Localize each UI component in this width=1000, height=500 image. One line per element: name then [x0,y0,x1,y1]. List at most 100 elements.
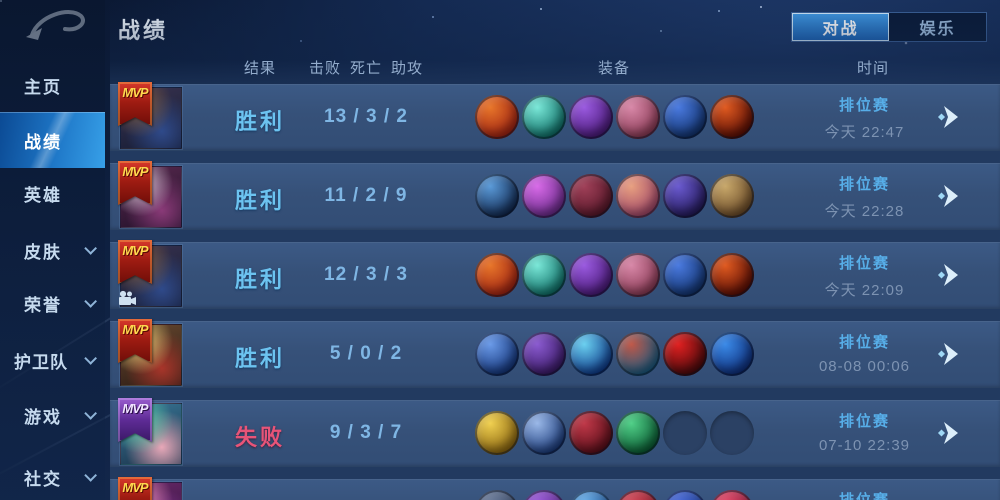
header-equipment: 装备 [597,60,630,77]
match-mode: 排位赛 [838,255,890,272]
match-row[interactable]: MVP 胜利 13 / 3 / 2 排位赛 今天 22:47 [110,82,1000,151]
match-row[interactable]: MVP 胜利 12 / 3 / 3 排位赛 今天 22:09 [110,240,1000,309]
chevron-right-icon[interactable] [935,419,963,447]
mvp-badge: MVP [115,398,155,444]
match-time: 今天 22:28 [824,203,905,220]
mvp-badge-label: MVP [122,85,148,100]
match-row[interactable]: MVP 排位赛 [110,477,1000,500]
equipment-items [475,253,754,297]
mvp-badge: MVP [115,319,155,365]
item-icon [475,490,519,500]
item-icon [616,490,660,500]
match-time: 07-10 22:39 [818,437,911,454]
item-icon [569,411,613,455]
header-deaths: 死亡 [349,60,382,77]
item-icon [569,174,613,218]
video-camera-icon [117,290,137,306]
item-icon [616,411,660,455]
match-rows: MVP 胜利 13 / 3 / 2 排位赛 今天 22:47 MVP [110,82,1000,500]
item-icon [710,332,754,376]
match-time: 08-08 00:06 [818,358,911,375]
mvp-badge-label: MVP [122,322,148,337]
item-icon [569,490,613,500]
match-mode: 排位赛 [838,334,890,351]
item-icon [522,411,566,455]
item-icon [616,332,660,376]
item-icon [475,253,519,297]
equipment-items [475,332,754,376]
mvp-badge-label: MVP [122,401,148,416]
sidebar-item-label: 社交 [24,469,62,489]
mvp-badge-label: MVP [122,243,148,258]
kda-value: 5 / 0 / 2 [329,343,403,364]
item-icon [616,253,660,297]
item-icon [710,253,754,297]
item-icon [710,174,754,218]
sidebar-item-heroes[interactable]: 英雄 [0,176,105,210]
sidebar-item-label: 战绩 [24,132,62,152]
sidebar-item-label: 游戏 [24,407,62,427]
item-icon [475,411,519,455]
sidebar-item-honors[interactable]: 荣誉 [0,286,105,320]
time-column: 排位赛 [782,489,947,500]
sidebar-item-label: 荣誉 [24,295,62,315]
match-result: 胜利 [234,267,285,292]
header-assists: 助攻 [391,60,424,77]
chevron-down-icon [84,294,97,308]
sidebar-item-label: 护卫队 [14,352,68,372]
time-column: 排位赛 08-08 00:06 [782,331,947,375]
mvp-badge: MVP [115,240,155,286]
kda-value: 12 / 3 / 3 [324,264,408,285]
sidebar-item-social[interactable]: 社交 [0,460,105,494]
mvp-badge-label: MVP [122,164,148,179]
match-mode: 排位赛 [782,489,947,500]
match-row[interactable]: MVP 失败 9 / 3 / 7 排位赛 07-10 22:39 [110,398,1000,467]
equipment-items [475,174,754,218]
item-icon [663,490,707,500]
match-time: 今天 22:47 [824,124,905,141]
match-result: 失败 [234,425,285,450]
header-kills: 击败 [308,60,341,77]
sidebar-item-games[interactable]: 游戏 [0,398,105,432]
chevron-right-icon[interactable] [935,261,963,289]
kda-value: 11 / 2 / 9 [324,185,408,206]
match-time: 今天 22:09 [824,282,905,299]
item-icon [616,174,660,218]
chevron-right-icon[interactable] [935,103,963,131]
match-row[interactable]: MVP 胜利 11 / 2 / 9 排位赛 今天 22:28 [110,161,1000,230]
sidebar-item-label: 主页 [24,77,62,97]
mvp-ribbon [118,477,152,500]
item-icon [475,174,519,218]
chevron-down-icon [84,406,97,420]
item-icon [663,253,707,297]
item-icon [710,490,754,500]
chevron-right-icon[interactable] [935,182,963,210]
item-icon [475,332,519,376]
item-icon [569,332,613,376]
item-icon [663,95,707,139]
chevron-right-icon[interactable] [935,340,963,368]
match-mode: 排位赛 [838,413,890,430]
item-icon [522,332,566,376]
match-mode: 排位赛 [838,97,890,114]
match-row[interactable]: MVP 胜利 5 / 0 / 2 排位赛 08-08 00:06 [110,319,1000,388]
item-icon [663,332,707,376]
sidebar-item-skins[interactable]: 皮肤 [0,233,105,267]
sidebar-item-guard[interactable]: 护卫队 [0,343,105,377]
sidebar-item-records[interactable]: 战绩 [0,112,105,168]
empty-item-slot [710,411,754,455]
header-result: 结果 [243,60,276,77]
sidebar-item-label: 英雄 [24,185,62,205]
item-icon [569,95,613,139]
mvp-badge: MVP [115,161,155,207]
time-column: 排位赛 07-10 22:39 [782,410,947,454]
empty-item-slot [663,411,707,455]
item-icon [569,253,613,297]
match-result: 胜利 [234,188,285,213]
time-column: 排位赛 今天 22:47 [782,94,947,142]
match-result: 胜利 [234,346,285,371]
sidebar-item-home[interactable]: 主页 [0,68,105,102]
match-mode: 排位赛 [838,176,890,193]
item-icon [710,95,754,139]
